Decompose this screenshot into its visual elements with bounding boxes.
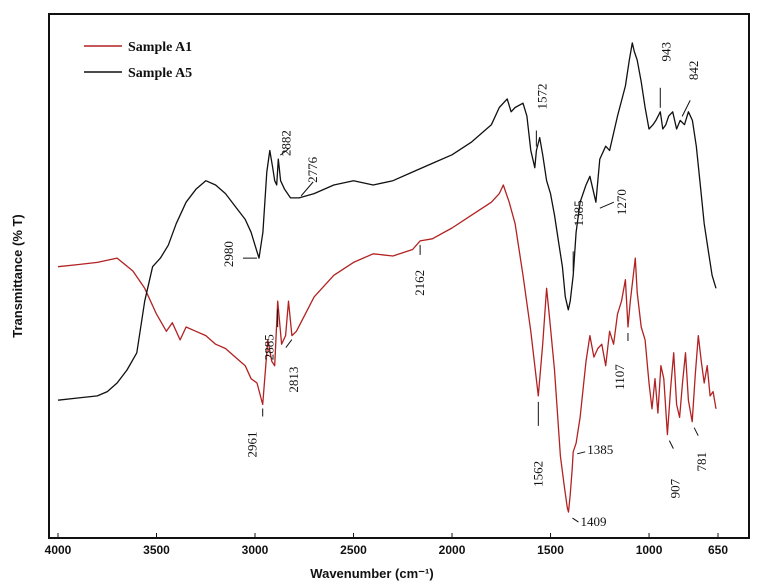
- annotation-label: 842: [686, 61, 701, 81]
- annotation-label: 1572: [534, 84, 549, 110]
- annotation-label: 943: [658, 42, 673, 62]
- plot-frame: [48, 13, 750, 539]
- x-tick-label: 4000: [45, 543, 72, 557]
- legend-label-sample-a5: Sample A5: [128, 66, 192, 81]
- x-tick-label: 650: [708, 543, 728, 557]
- legend: Sample A1 Sample A5: [84, 40, 192, 81]
- annotation-label: 1385: [587, 442, 613, 457]
- x-tick-label: 3500: [143, 543, 170, 557]
- annotation-leader: [693, 427, 699, 436]
- annotation-layer: 2980 2882 2776 1572 1385 1270 943 842 2961 2885 28…: [221, 42, 709, 529]
- x-tick-label: 2500: [340, 543, 367, 557]
- annotation-label: 1107: [612, 364, 627, 390]
- annotation-leader: [577, 451, 586, 455]
- legend-label-sample-a1: Sample A1: [128, 40, 192, 55]
- annotation-leader: [300, 181, 314, 197]
- annotation-leader: [668, 440, 674, 449]
- series-line-sample-a1: [57, 184, 717, 513]
- annotation-label: 1562: [530, 461, 545, 487]
- annotation-label: 2776: [305, 156, 320, 183]
- annotation-label: 2980: [221, 241, 236, 267]
- annotation-leader: [599, 201, 615, 209]
- x-axis-title: Wavenumber (cm⁻¹): [310, 566, 433, 581]
- annotation-label: 2162: [412, 270, 427, 296]
- x-tick-label: 2000: [439, 543, 466, 557]
- annotation-leader: [279, 148, 289, 156]
- annotation-leader: [681, 100, 691, 117]
- annotation-label: 781: [694, 452, 709, 472]
- series-line-sample-a5: [57, 42, 717, 401]
- annotation-label: 2882: [278, 130, 293, 156]
- annotation-label: 1270: [614, 189, 629, 215]
- x-tick-label: 3000: [242, 543, 269, 557]
- y-axis-title: Transmittance (% T): [10, 214, 25, 338]
- x-ticks: 4000 3500 3000 2500 2000 1500 1000 650: [45, 533, 728, 557]
- annotation-label: 2885: [262, 334, 277, 360]
- annotation-label: 1409: [580, 514, 606, 529]
- series-layer: [57, 42, 717, 513]
- x-tick-label: 1500: [537, 543, 564, 557]
- x-tick-label: 1000: [636, 543, 663, 557]
- annotation-label: 2961: [245, 431, 260, 457]
- annotation-leader: [572, 517, 579, 523]
- annotation-label: 1385: [571, 200, 586, 226]
- annotation-label: 907: [667, 478, 682, 498]
- annotation-label: 2813: [286, 367, 301, 393]
- annotation-leader: [285, 339, 293, 348]
